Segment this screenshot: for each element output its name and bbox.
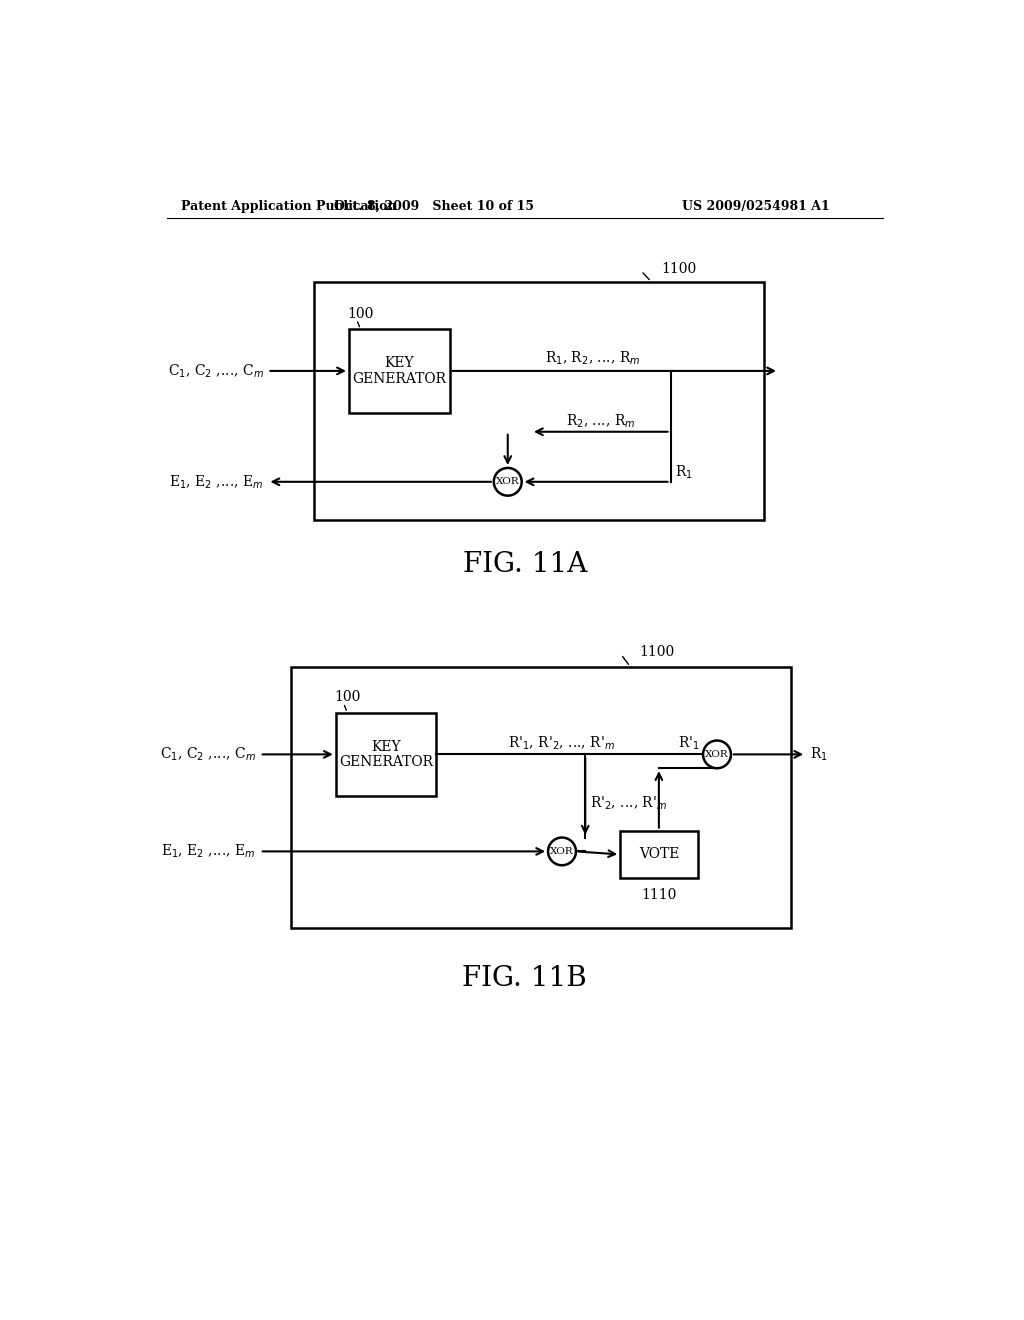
Text: 100: 100 xyxy=(347,308,374,321)
Text: 1100: 1100 xyxy=(662,261,696,276)
Text: GENERATOR: GENERATOR xyxy=(339,755,433,770)
Text: 1100: 1100 xyxy=(640,645,675,659)
Text: C$_1$, C$_2$ ,..., C$_m$: C$_1$, C$_2$ ,..., C$_m$ xyxy=(160,746,256,763)
Text: E$_1$, E$_2$ ,..., E$_m$: E$_1$, E$_2$ ,..., E$_m$ xyxy=(169,473,263,491)
Circle shape xyxy=(494,469,521,496)
Text: Oct. 8, 2009   Sheet 10 of 15: Oct. 8, 2009 Sheet 10 of 15 xyxy=(334,199,535,213)
Text: FIG. 11B: FIG. 11B xyxy=(463,965,587,991)
Text: FIG. 11A: FIG. 11A xyxy=(463,552,587,578)
Text: R'$_1$: R'$_1$ xyxy=(678,734,700,751)
Text: R$_1$: R$_1$ xyxy=(810,746,827,763)
Text: R$_2$, ..., R$_m$: R$_2$, ..., R$_m$ xyxy=(566,412,636,430)
Text: US 2009/0254981 A1: US 2009/0254981 A1 xyxy=(682,199,829,213)
Text: KEY: KEY xyxy=(372,739,400,754)
Text: R'$_2$, ..., R'$_m$: R'$_2$, ..., R'$_m$ xyxy=(590,795,667,812)
Text: Patent Application Publication: Patent Application Publication xyxy=(180,199,396,213)
Text: KEY: KEY xyxy=(384,356,414,370)
Circle shape xyxy=(548,837,575,866)
Text: XOR: XOR xyxy=(550,847,573,855)
Circle shape xyxy=(703,741,731,768)
Text: XOR: XOR xyxy=(496,478,519,486)
Bar xyxy=(291,667,791,928)
Bar xyxy=(336,713,436,796)
Text: R$_1$: R$_1$ xyxy=(675,463,693,482)
Bar xyxy=(349,330,450,412)
Text: E$_1$, E$_2$ ,..., E$_m$: E$_1$, E$_2$ ,..., E$_m$ xyxy=(162,842,256,861)
Text: GENERATOR: GENERATOR xyxy=(352,372,446,385)
Bar xyxy=(314,281,764,520)
Text: R'$_1$, R'$_2$, ..., R'$_m$: R'$_1$, R'$_2$, ..., R'$_m$ xyxy=(508,734,614,751)
Text: 1110: 1110 xyxy=(641,888,677,903)
Text: R$_1$, R$_2$, ..., R$_m$: R$_1$, R$_2$, ..., R$_m$ xyxy=(545,350,641,367)
Text: C$_1$, C$_2$ ,..., C$_m$: C$_1$, C$_2$ ,..., C$_m$ xyxy=(168,362,263,380)
Text: XOR: XOR xyxy=(706,750,729,759)
Bar xyxy=(621,830,697,878)
Text: VOTE: VOTE xyxy=(639,847,679,862)
Text: 100: 100 xyxy=(334,690,360,705)
